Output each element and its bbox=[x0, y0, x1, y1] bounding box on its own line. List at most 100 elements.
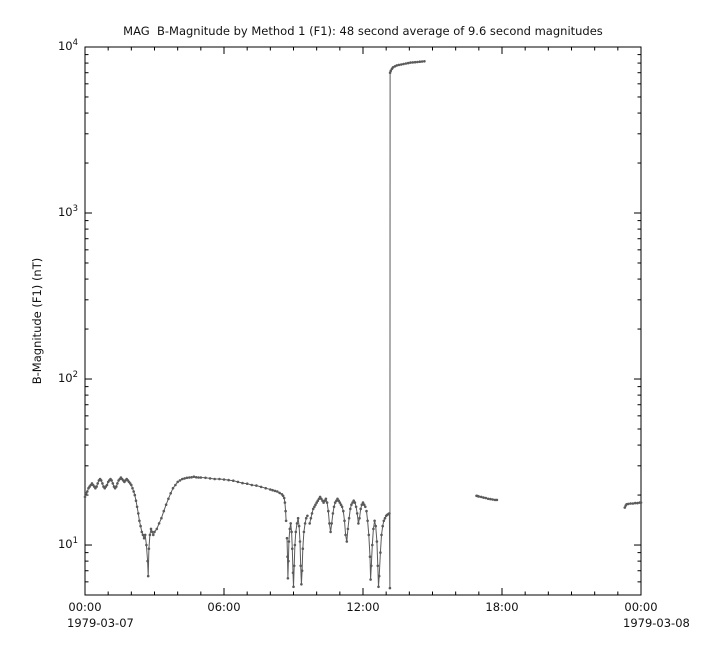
data-point bbox=[302, 530, 306, 534]
data-point bbox=[276, 490, 279, 493]
data-point bbox=[491, 498, 495, 501]
y-tick-label: 103 bbox=[57, 204, 78, 219]
data-point bbox=[347, 516, 351, 520]
data-point bbox=[389, 69, 393, 72]
data-point bbox=[327, 509, 330, 513]
data-point bbox=[336, 497, 339, 501]
data-point bbox=[300, 583, 303, 586]
data-point bbox=[241, 481, 244, 485]
data-point bbox=[388, 586, 392, 590]
data-point bbox=[357, 522, 360, 525]
data-point bbox=[627, 502, 630, 506]
data-point bbox=[354, 505, 358, 509]
data-point bbox=[418, 60, 422, 63]
data-point bbox=[236, 480, 240, 484]
data-point bbox=[338, 501, 342, 504]
data-point bbox=[380, 533, 383, 537]
x-tick-label: 18:00 bbox=[485, 600, 519, 614]
data-point bbox=[382, 519, 386, 523]
data-point bbox=[337, 499, 341, 503]
data-point bbox=[489, 497, 492, 501]
data-point bbox=[133, 493, 137, 497]
data-point bbox=[145, 543, 148, 547]
data-point bbox=[324, 497, 328, 501]
data-point bbox=[374, 524, 378, 528]
x-axis-date-end: 1979-03-08 bbox=[623, 616, 690, 630]
x-tick-label: 00:00 bbox=[68, 600, 102, 614]
data-point bbox=[227, 478, 230, 482]
data-point bbox=[162, 509, 166, 513]
data-point bbox=[204, 476, 207, 480]
data-point bbox=[367, 533, 371, 537]
data-point bbox=[278, 491, 281, 495]
data-point bbox=[164, 503, 168, 507]
data-point bbox=[406, 61, 410, 65]
data-point bbox=[142, 536, 146, 540]
data-point bbox=[395, 64, 399, 67]
data-point bbox=[294, 530, 298, 534]
data-series-segment bbox=[309, 495, 366, 542]
data-point bbox=[358, 516, 361, 520]
data-point bbox=[372, 527, 375, 531]
data-point bbox=[383, 516, 387, 520]
data-point bbox=[174, 483, 177, 487]
data-point bbox=[636, 501, 639, 505]
data-point bbox=[361, 501, 365, 504]
data-point bbox=[149, 527, 153, 531]
data-point bbox=[287, 559, 290, 563]
data-point bbox=[345, 540, 349, 543]
data-point bbox=[369, 578, 372, 581]
data-point bbox=[95, 485, 98, 488]
data-point bbox=[317, 497, 321, 501]
data-point bbox=[269, 488, 272, 491]
data-point bbox=[157, 522, 161, 525]
data-point bbox=[146, 559, 149, 563]
data-point bbox=[140, 530, 144, 534]
data-point bbox=[284, 519, 288, 523]
data-point bbox=[328, 522, 331, 525]
data-point bbox=[296, 516, 300, 520]
data-point bbox=[313, 505, 316, 509]
data-point bbox=[402, 62, 405, 66]
data-point bbox=[284, 509, 287, 513]
data-point bbox=[339, 503, 343, 507]
data-point bbox=[311, 507, 315, 511]
data-point bbox=[208, 477, 212, 480]
data-point bbox=[139, 524, 142, 528]
data-point bbox=[297, 524, 301, 528]
data-point bbox=[366, 519, 369, 523]
data-point bbox=[304, 516, 308, 520]
data-point bbox=[639, 501, 643, 504]
data-point bbox=[329, 530, 332, 534]
data-point bbox=[318, 495, 322, 499]
data-point bbox=[131, 486, 134, 490]
data-point bbox=[153, 530, 156, 534]
data-point bbox=[479, 495, 483, 499]
data-point bbox=[351, 501, 354, 504]
data-point bbox=[292, 564, 296, 568]
data-point bbox=[388, 71, 392, 74]
data-series-segment bbox=[286, 515, 308, 587]
data-point bbox=[289, 522, 293, 525]
data-point bbox=[292, 585, 295, 589]
data-point bbox=[493, 498, 497, 502]
data-point bbox=[409, 61, 412, 64]
y-tick-label: 102 bbox=[57, 370, 78, 385]
data-point bbox=[314, 503, 317, 507]
data-point bbox=[271, 488, 274, 492]
data-point bbox=[160, 516, 163, 520]
data-point bbox=[169, 492, 172, 495]
data-point bbox=[399, 63, 403, 66]
data-point bbox=[155, 527, 159, 531]
data-point bbox=[303, 522, 307, 525]
data-point bbox=[300, 569, 304, 572]
data-point bbox=[232, 479, 235, 483]
data-point bbox=[116, 482, 119, 485]
data-point bbox=[176, 480, 179, 484]
data-point bbox=[150, 530, 154, 534]
data-point bbox=[167, 497, 170, 501]
data-point bbox=[359, 507, 363, 511]
data-point bbox=[301, 547, 305, 550]
data-point bbox=[482, 496, 485, 499]
